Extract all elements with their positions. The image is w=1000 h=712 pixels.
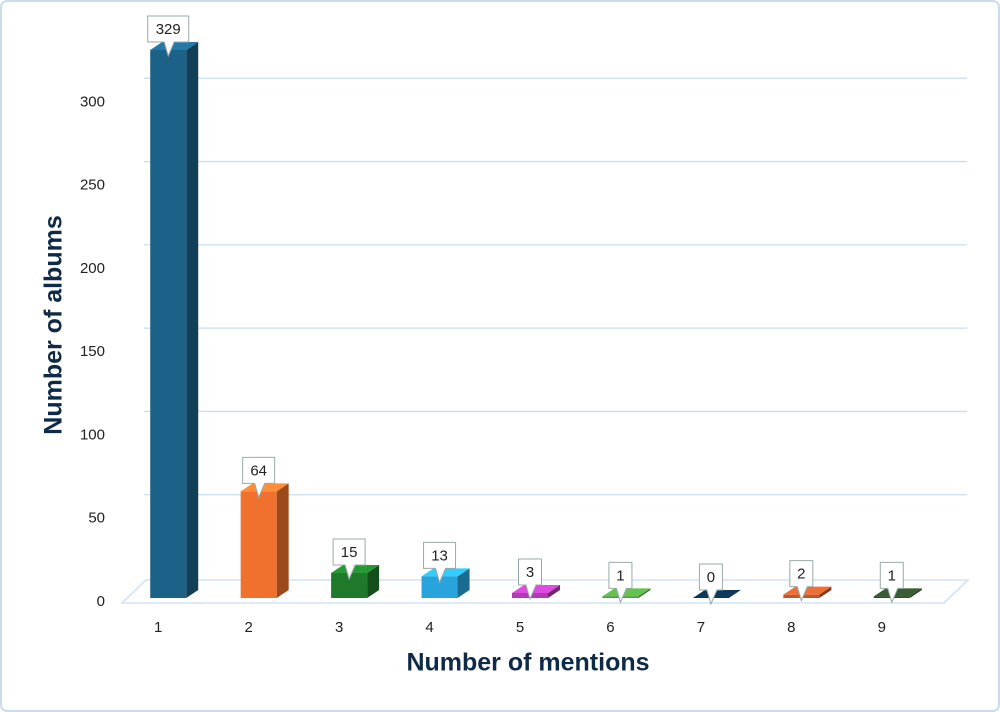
y-tick-label: 0: [97, 593, 105, 610]
bar: [150, 41, 199, 599]
value-label: 13: [431, 547, 448, 564]
bar: [421, 568, 470, 598]
x-tick-label: 6: [606, 619, 614, 636]
callout-box: [789, 560, 814, 603]
y-tick-label: 200: [80, 260, 105, 277]
y-tick-label: 100: [80, 426, 105, 443]
x-tick-label: 1: [154, 619, 162, 636]
y-tick-label: 50: [88, 510, 105, 527]
callout-box: [332, 538, 366, 581]
value-label: 1: [616, 567, 624, 584]
bar-side: [367, 565, 380, 598]
x-tick-label: 4: [425, 619, 433, 636]
bar-front: [150, 49, 187, 599]
y-axis-title: Number of albums: [40, 215, 68, 434]
bar: [240, 483, 289, 598]
bar-top: [873, 588, 922, 597]
x-tick-label: 9: [878, 619, 886, 636]
callout-box: [879, 561, 904, 604]
x-tick-label: 2: [244, 619, 252, 636]
callout-box: [608, 561, 633, 604]
callout-box: [518, 558, 542, 601]
bar-top: [512, 585, 560, 594]
bar-side: [548, 585, 560, 598]
bar-top: [331, 565, 380, 574]
bar-top: [150, 41, 199, 50]
value-label: 2: [797, 566, 805, 583]
bar-top: [692, 590, 741, 598]
bar-front: [240, 491, 277, 598]
floor: [120, 579, 970, 604]
callout-box: [147, 15, 190, 58]
value-label: 0: [707, 569, 715, 586]
value-label: 1: [888, 567, 896, 584]
callout-box: [242, 456, 276, 499]
bar: [692, 590, 741, 598]
x-tick-label: 8: [787, 619, 795, 636]
bar-side: [638, 588, 651, 598]
value-label: 15: [341, 544, 358, 561]
y-tick-label: 250: [80, 177, 105, 194]
value-label: 3: [526, 564, 534, 581]
y-tick-label: 150: [80, 343, 105, 360]
bar-side: [186, 41, 199, 599]
callout-box: [698, 563, 723, 606]
bar-side: [909, 588, 922, 598]
value-label: 329: [156, 21, 181, 38]
bar-top: [421, 568, 470, 577]
y-tick-label: 300: [80, 93, 105, 110]
bar-top: [783, 586, 832, 595]
x-tick-label: 3: [335, 619, 343, 636]
bar: [331, 565, 380, 598]
bar-top: [602, 588, 651, 597]
bar-side: [457, 568, 470, 598]
bar-front: [421, 576, 458, 598]
x-tick-label: 5: [516, 619, 524, 636]
callout-box: [423, 541, 457, 584]
bar-top: [240, 483, 289, 492]
x-axis-title: Number of mentions: [406, 649, 649, 677]
x-tick-label: 7: [697, 619, 705, 636]
bar-side: [276, 483, 289, 598]
value-label: 64: [250, 462, 267, 479]
bar-side: [819, 586, 832, 598]
